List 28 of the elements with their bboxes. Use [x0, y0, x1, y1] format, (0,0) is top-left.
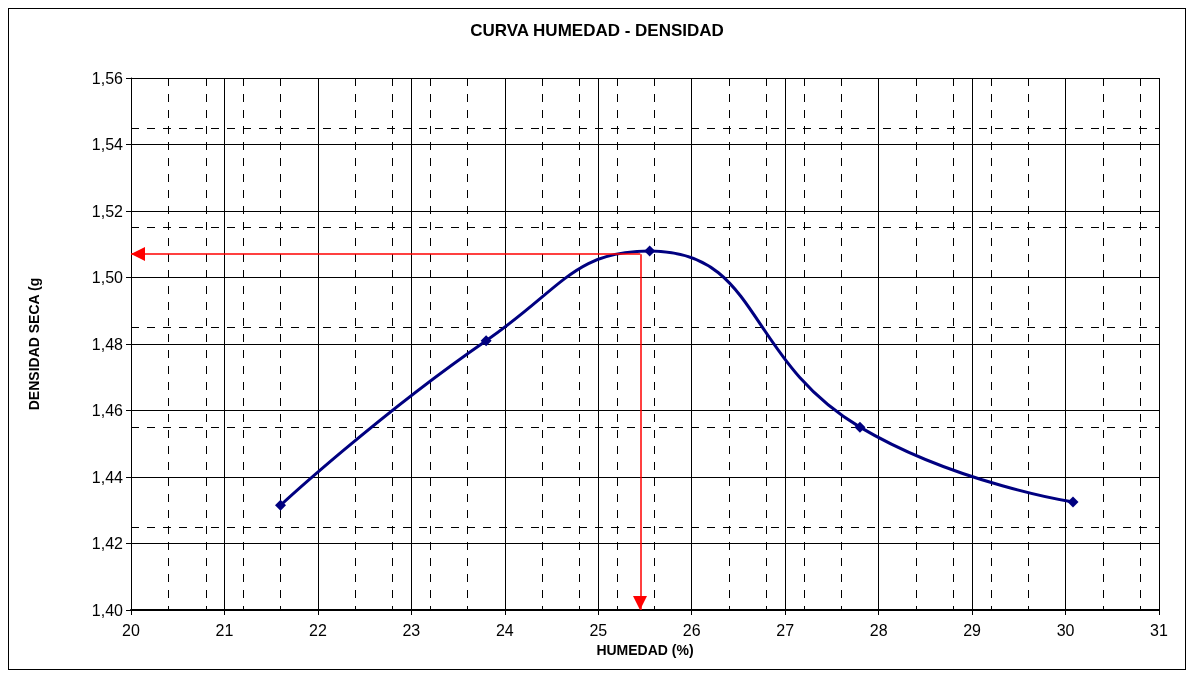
y-tick-label: 1,44 — [91, 468, 124, 486]
x-tick-label: 26 — [682, 621, 701, 639]
y-axis-title: DENSIDAD SECA (g — [26, 277, 42, 411]
y-tick-label: 1,54 — [91, 136, 124, 153]
y-tick-label: 1,56 — [91, 69, 124, 87]
y-tick-label: 1,48 — [91, 335, 124, 353]
x-tick-label: 25 — [589, 621, 608, 639]
y-tick-label: 1,40 — [91, 601, 124, 619]
x-tick-label: 24 — [495, 621, 514, 639]
y-tick-label: 1,46 — [91, 402, 124, 419]
x-tick-label: 22 — [309, 621, 327, 639]
x-tick-label: 30 — [1056, 621, 1075, 639]
x-tick-label: 23 — [402, 621, 421, 639]
y-tick-label: 1,52 — [91, 202, 124, 220]
x-tick-label: 20 — [122, 621, 140, 639]
x-tick-label: 31 — [1150, 621, 1168, 639]
x-tick-label: 27 — [776, 621, 795, 639]
chart-title: CURVA HUMEDAD - DENSIDAD — [470, 21, 724, 40]
x-tick-label: 28 — [869, 621, 888, 639]
y-tick-label: 1,50 — [91, 269, 124, 286]
point — [854, 421, 866, 433]
point — [1067, 496, 1079, 508]
point — [480, 335, 492, 347]
x-tick-label: 29 — [963, 621, 982, 639]
point — [275, 499, 287, 511]
x-axis-title: HUMEDAD (%) — [596, 641, 694, 658]
y-tick-label: 1,42 — [91, 535, 124, 552]
x-tick-label: 21 — [215, 621, 234, 639]
